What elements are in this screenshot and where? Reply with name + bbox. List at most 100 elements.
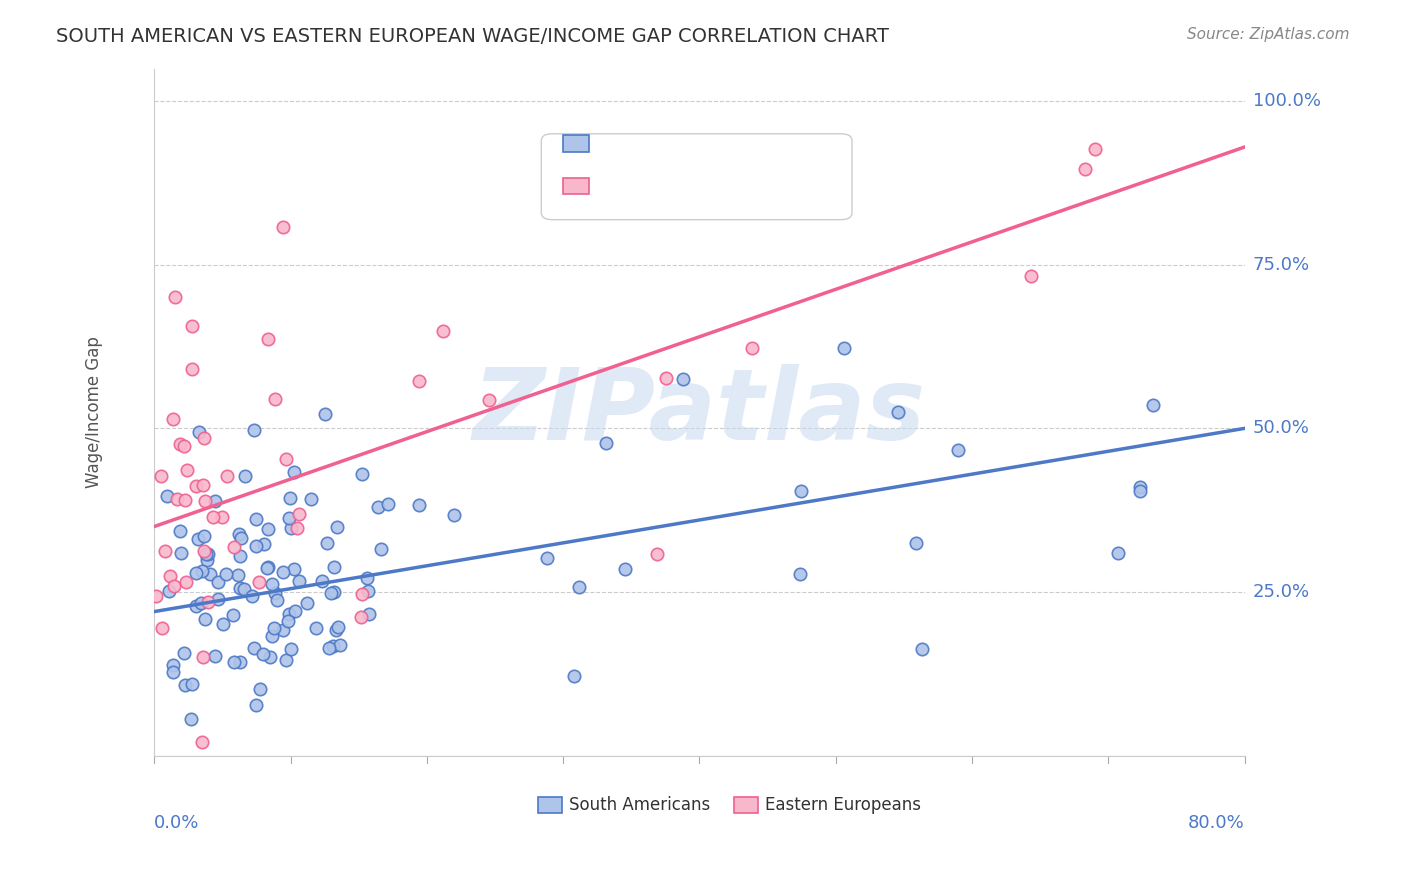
- Point: [245, 540, 267, 554]
- Point: [287, 521, 309, 535]
- Point: [408, 374, 430, 388]
- Point: [212, 617, 235, 632]
- Point: [790, 484, 813, 499]
- Point: [408, 498, 430, 512]
- Point: [311, 574, 333, 589]
- Text: 75.0%: 75.0%: [1253, 256, 1310, 274]
- Text: N =: N =: [703, 135, 742, 153]
- Point: [262, 577, 284, 591]
- Point: [245, 698, 267, 712]
- Point: [157, 583, 180, 598]
- Point: [231, 531, 253, 545]
- Point: [321, 586, 343, 600]
- Point: [176, 463, 198, 477]
- Point: [174, 493, 197, 508]
- Point: [271, 566, 294, 580]
- Point: [145, 589, 167, 603]
- Point: [266, 592, 288, 607]
- Point: [283, 466, 305, 480]
- Point: [478, 392, 501, 407]
- Point: [946, 442, 969, 457]
- Point: [191, 735, 214, 749]
- Point: [645, 547, 668, 561]
- Point: [264, 585, 287, 599]
- Point: [243, 424, 266, 438]
- Point: [326, 520, 349, 534]
- Point: [240, 589, 263, 603]
- Point: [367, 500, 389, 515]
- Point: [201, 510, 224, 524]
- Point: [328, 639, 350, 653]
- Point: [276, 451, 298, 466]
- Point: [193, 432, 215, 446]
- Point: [197, 595, 219, 609]
- Point: [277, 614, 299, 628]
- Point: [595, 436, 617, 450]
- Point: [299, 491, 322, 506]
- Point: [257, 560, 280, 574]
- Point: [155, 489, 177, 503]
- Point: [169, 524, 191, 538]
- Bar: [734, 797, 758, 813]
- Bar: [538, 797, 562, 813]
- Point: [193, 529, 215, 543]
- Bar: [562, 136, 589, 152]
- Text: R =: R =: [598, 177, 637, 195]
- Point: [249, 574, 271, 589]
- Text: 0.400: 0.400: [636, 135, 692, 153]
- Point: [204, 648, 226, 663]
- Point: [283, 562, 305, 576]
- Point: [229, 549, 252, 564]
- Point: [180, 712, 202, 726]
- Point: [193, 478, 215, 492]
- Point: [159, 569, 181, 583]
- Text: N =: N =: [703, 177, 742, 195]
- Point: [356, 570, 378, 584]
- Point: [228, 526, 250, 541]
- Text: SOUTH AMERICAN VS EASTERN EUROPEAN WAGE/INCOME GAP CORRELATION CHART: SOUTH AMERICAN VS EASTERN EUROPEAN WAGE/…: [56, 27, 889, 45]
- Point: [224, 541, 246, 555]
- Point: [271, 623, 294, 637]
- Point: [789, 566, 811, 581]
- Point: [316, 536, 339, 550]
- Text: Source: ZipAtlas.com: Source: ZipAtlas.com: [1187, 27, 1350, 42]
- Point: [274, 653, 297, 667]
- Point: [226, 568, 249, 582]
- Point: [187, 533, 209, 547]
- Point: [207, 592, 229, 607]
- Point: [173, 678, 195, 692]
- Point: [256, 561, 278, 575]
- Point: [370, 542, 392, 557]
- Text: 46: 46: [740, 177, 765, 195]
- Point: [655, 370, 678, 384]
- Point: [245, 512, 267, 526]
- Point: [886, 405, 908, 419]
- Point: [568, 580, 591, 594]
- Point: [280, 641, 302, 656]
- Point: [180, 677, 202, 691]
- Text: 110: 110: [740, 135, 778, 153]
- Point: [163, 289, 186, 303]
- Point: [322, 639, 344, 653]
- Point: [155, 543, 177, 558]
- FancyBboxPatch shape: [541, 134, 852, 219]
- Point: [264, 392, 287, 406]
- Point: [181, 361, 204, 376]
- Text: 0.0%: 0.0%: [155, 814, 200, 832]
- Point: [314, 407, 336, 421]
- Text: Eastern Europeans: Eastern Europeans: [765, 796, 921, 814]
- Point: [357, 584, 380, 599]
- Point: [162, 657, 184, 672]
- Point: [432, 324, 454, 338]
- Point: [322, 560, 344, 574]
- Text: 25.0%: 25.0%: [1253, 583, 1310, 601]
- Point: [304, 622, 326, 636]
- Point: [377, 497, 399, 511]
- Point: [322, 584, 344, 599]
- Point: [184, 566, 207, 580]
- Point: [443, 508, 465, 522]
- Point: [149, 468, 172, 483]
- Point: [195, 553, 218, 567]
- Point: [359, 607, 381, 622]
- Point: [1084, 142, 1107, 156]
